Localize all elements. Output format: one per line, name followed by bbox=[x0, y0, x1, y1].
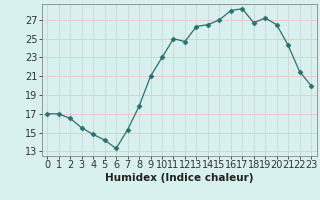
X-axis label: Humidex (Indice chaleur): Humidex (Indice chaleur) bbox=[105, 173, 253, 183]
